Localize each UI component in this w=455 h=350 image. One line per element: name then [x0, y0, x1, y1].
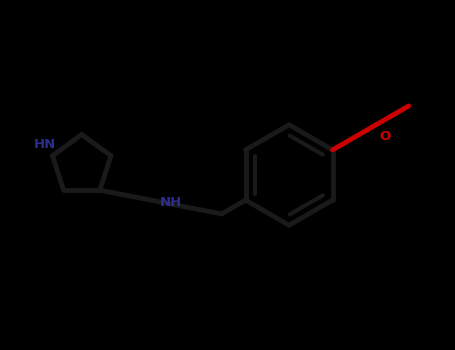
Text: HN: HN [33, 138, 56, 151]
Text: O: O [379, 130, 390, 142]
Text: NH: NH [160, 196, 182, 209]
